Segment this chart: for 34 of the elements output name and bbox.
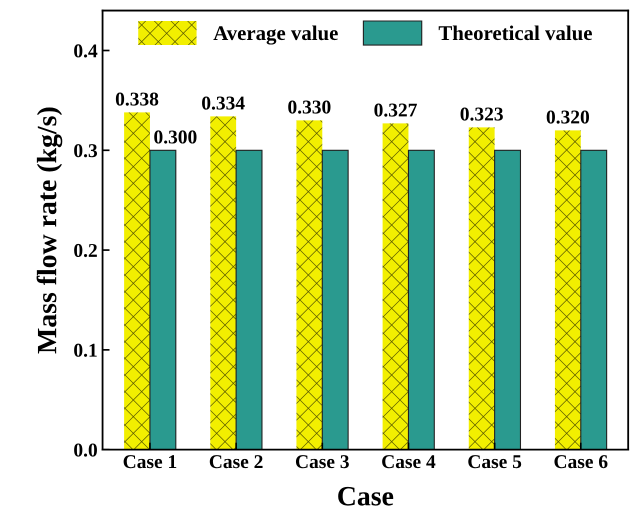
data-label: 0.338: [116, 92, 158, 106]
text: 0.2: [74, 244, 97, 258]
bar: [494, 150, 522, 450]
legend-label: Average value: [213, 26, 338, 45]
legend-label: Theoretical value: [438, 26, 592, 40]
x-tick-label: Case 5: [468, 455, 522, 468]
bar: [236, 150, 263, 450]
x-tick-label: Case 2: [210, 455, 263, 468]
bar: [296, 120, 322, 450]
x-tick-label: Case 1: [124, 455, 176, 468]
data-label: 0.334: [202, 96, 245, 110]
x-tick-label: Case 6: [554, 455, 608, 468]
y-axis-title: Mass flow rate (kg/s): [36, 108, 62, 354]
text: 0.0: [74, 443, 97, 457]
text: 0.4: [74, 44, 98, 58]
bar: [210, 116, 236, 450]
bar: [468, 127, 495, 450]
data-label: 0.300: [154, 130, 197, 144]
bar: [382, 123, 408, 450]
data-label: 0.327: [374, 103, 417, 117]
bar: [408, 150, 435, 450]
text: 0.3: [74, 144, 98, 158]
text: 0.1: [74, 344, 97, 357]
bar: [580, 150, 608, 450]
bar: [554, 130, 581, 450]
data-label: 0.330: [288, 100, 330, 114]
bar: [149, 150, 176, 450]
x-tick-label: Case 4: [382, 455, 436, 468]
data-label: 0.323: [460, 107, 503, 121]
x-axis-title: Case: [338, 486, 394, 506]
bar: [124, 112, 150, 450]
data-label: 0.320: [546, 110, 589, 124]
x-tick-label: Case 3: [296, 455, 349, 468]
bar: [322, 150, 349, 450]
